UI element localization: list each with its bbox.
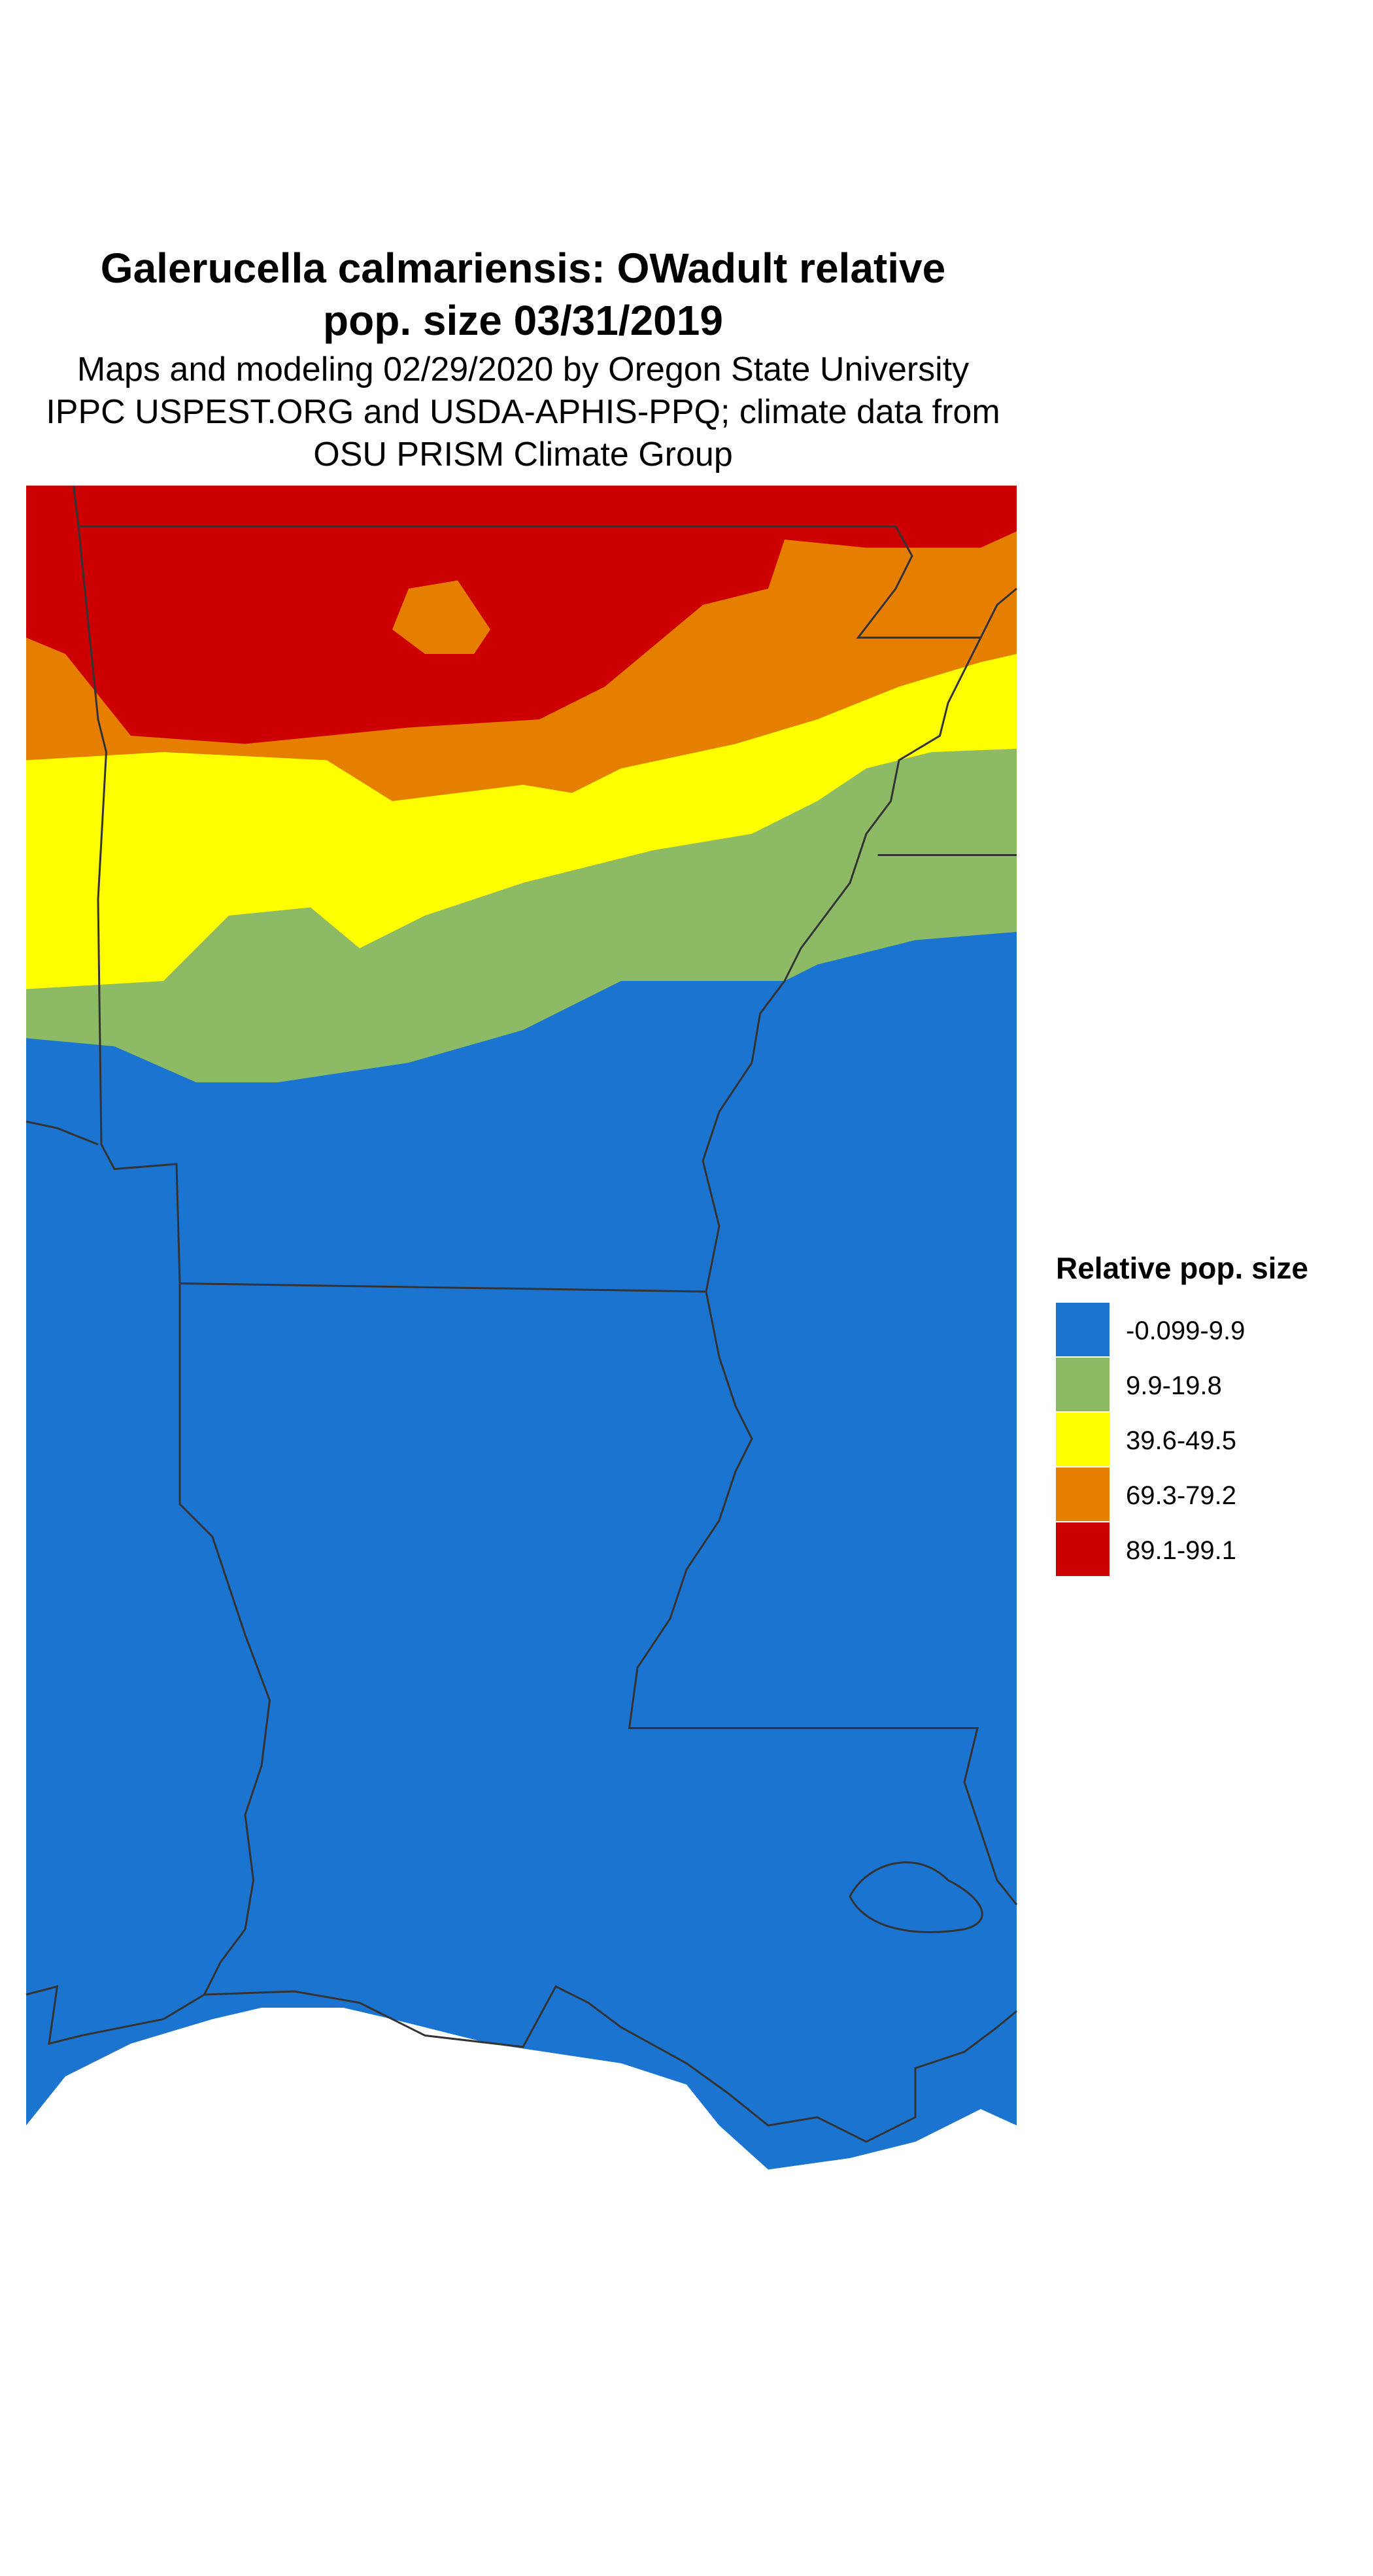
zone-orange — [392, 580, 490, 654]
legend-label: 69.3-79.2 — [1126, 1481, 1236, 1510]
legend-swatch — [1056, 1468, 1110, 1521]
state-border — [77, 526, 707, 1293]
map — [25, 485, 1018, 2170]
legend-swatch — [1056, 1522, 1110, 1576]
title-line: Galerucella calmariensis: OWadult relati… — [101, 245, 945, 292]
subtitle-line: OSU PRISM Climate Group — [313, 436, 733, 473]
subtitle-line: Maps and modeling 02/29/2020 by Oregon S… — [77, 351, 969, 388]
state-border — [25, 1120, 99, 1146]
title-line: pop. size 03/31/2019 — [323, 297, 723, 344]
legend-label: 9.9-19.8 — [1126, 1371, 1222, 1400]
zone-red — [26, 485, 1017, 744]
subtitle-line: IPPC USPEST.ORG and USDA-APHIS-PPQ; clim… — [46, 393, 1000, 431]
state-border — [178, 1283, 271, 1995]
legend-label: 39.6-49.5 — [1126, 1426, 1236, 1455]
legend-swatch — [1056, 1358, 1110, 1411]
legend-label: -0.099-9.9 — [1126, 1316, 1245, 1345]
state-border — [73, 485, 1017, 639]
state-border — [628, 637, 1018, 1906]
lake — [849, 1861, 983, 1933]
legend-swatch — [1056, 1303, 1110, 1356]
legend-title: Relative pop. size — [1056, 1251, 1308, 1285]
legend-label: 89.1-99.1 — [1126, 1536, 1236, 1565]
legend-swatch — [1056, 1413, 1110, 1466]
coastline — [25, 1985, 1017, 2143]
legend: -0.099-9.9 9.9-19.8 39.6-49.5 69.3-79.2 89.1… — [1056, 1303, 1245, 1576]
